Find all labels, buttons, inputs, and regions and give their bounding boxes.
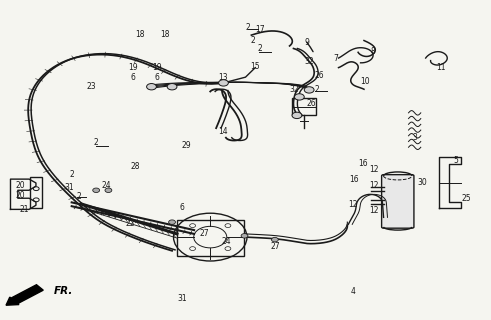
Text: 3: 3 [412, 133, 417, 142]
Text: 27: 27 [270, 242, 280, 251]
Text: 4: 4 [351, 287, 355, 296]
Text: 16: 16 [350, 175, 359, 184]
Circle shape [168, 220, 175, 224]
Text: 16: 16 [358, 159, 368, 168]
Text: 30: 30 [418, 178, 428, 187]
Text: 17: 17 [255, 25, 265, 34]
Text: 2: 2 [77, 192, 82, 201]
Text: 24: 24 [101, 181, 111, 190]
Circle shape [295, 94, 304, 100]
Text: 8: 8 [370, 47, 375, 56]
Text: 6: 6 [179, 203, 184, 212]
Text: 19: 19 [153, 63, 162, 72]
Text: 22: 22 [126, 219, 135, 228]
Bar [30, 177, 42, 208]
Text: 9: 9 [304, 38, 309, 47]
Text: 23: 23 [86, 82, 96, 91]
FancyArrow shape [6, 285, 43, 305]
Text: 26: 26 [307, 99, 316, 108]
Text: 32: 32 [290, 85, 300, 94]
Text: 12: 12 [349, 200, 358, 209]
Text: 31: 31 [64, 183, 74, 192]
Circle shape [241, 234, 248, 238]
Text: 2: 2 [314, 85, 319, 94]
Text: 12: 12 [370, 165, 379, 174]
Text: 19: 19 [128, 63, 137, 72]
Text: 12: 12 [370, 181, 379, 190]
Circle shape [167, 84, 177, 90]
Text: 2: 2 [250, 36, 255, 45]
Text: 5: 5 [454, 156, 459, 164]
Text: 13: 13 [218, 73, 228, 82]
Text: 32: 32 [304, 57, 314, 66]
Text: 6: 6 [131, 73, 136, 82]
Text: 2: 2 [246, 23, 250, 32]
Bar [292, 98, 317, 116]
Text: 18: 18 [136, 30, 145, 39]
Text: 15: 15 [250, 61, 260, 70]
Circle shape [218, 80, 228, 86]
Text: 2: 2 [94, 138, 99, 147]
Circle shape [304, 87, 314, 93]
Circle shape [93, 188, 100, 193]
Text: 12: 12 [370, 206, 379, 215]
Circle shape [105, 188, 112, 193]
Text: 20: 20 [15, 181, 25, 190]
Text: 2: 2 [258, 44, 263, 53]
Text: 6: 6 [155, 73, 160, 82]
Text: 29: 29 [182, 141, 191, 150]
Text: 10: 10 [361, 77, 370, 86]
Text: 21: 21 [20, 205, 29, 214]
Text: 25: 25 [461, 194, 471, 203]
Circle shape [147, 84, 157, 90]
Text: 31: 31 [177, 294, 187, 303]
Circle shape [272, 237, 278, 242]
Text: 11: 11 [436, 63, 446, 72]
Text: 18: 18 [160, 30, 169, 39]
Text: 27: 27 [199, 229, 209, 238]
Text: FR.: FR. [54, 286, 73, 296]
Text: 26: 26 [314, 71, 324, 80]
FancyBboxPatch shape [382, 175, 414, 228]
Bar [177, 220, 244, 256]
Text: 28: 28 [131, 162, 140, 171]
Text: 24: 24 [221, 237, 231, 246]
Text: 20: 20 [15, 190, 25, 200]
Text: 2: 2 [69, 170, 74, 179]
Text: 14: 14 [218, 127, 228, 136]
Circle shape [292, 112, 302, 119]
Text: 7: 7 [334, 53, 338, 62]
